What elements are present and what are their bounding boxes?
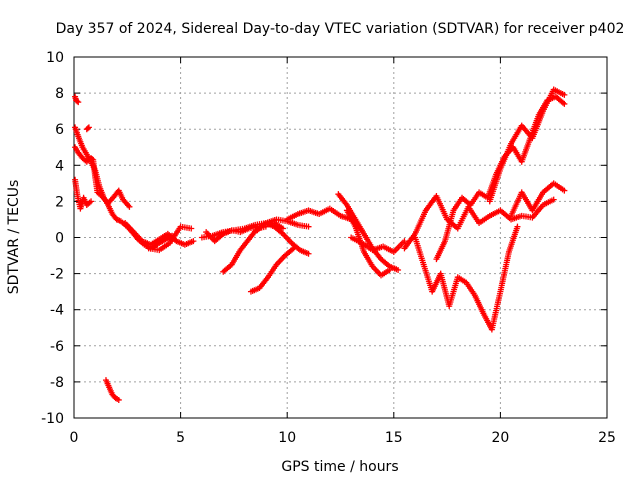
y-tick-label: 8 [55,86,64,102]
data-series-arc-21 [486,86,568,205]
data-marks [72,86,568,403]
data-point [386,266,393,273]
y-tick-label: 2 [55,194,64,210]
data-point [305,223,312,230]
data-point [395,266,402,273]
data-point [74,98,81,105]
data-point [188,225,195,232]
y-tick-label: -8 [50,375,64,391]
x-tick-label: 5 [176,430,185,446]
data-point [88,198,95,205]
data-series-arc-3 [72,144,133,210]
data-point [561,91,568,98]
x-tick-label: 10 [278,430,296,446]
x-tick-label: 0 [70,430,79,446]
y-tick-label: -4 [50,303,64,319]
y-tick-label: 6 [55,122,64,138]
grid [74,57,607,418]
data-point [514,223,521,230]
x-tick-label: 15 [385,430,403,446]
y-tick-label: 10 [46,50,64,66]
data-point [561,100,568,107]
data-point [126,203,133,210]
y-tick-label: -6 [50,339,64,355]
y-tick-label: 4 [55,158,64,174]
data-series-arc-22 [508,180,568,219]
x-axis-label: GPS time / hours [281,459,398,475]
data-series-arc-18 [401,192,557,252]
x-tick-label: 25 [598,430,616,446]
chart-title: Day 357 of 2024, Sidereal Day-to-day VTE… [56,21,625,37]
plot-frame [73,56,608,419]
x-tick-label: 20 [491,430,509,446]
data-series-arc-5 [83,124,92,133]
data-point [89,155,96,162]
data-point [279,225,286,232]
y-axis-label: SDTVAR / TECUs [6,180,22,295]
data-series-arc-12 [254,220,312,257]
data-series-arc-6 [122,220,197,248]
data-series-arc-8 [102,377,122,403]
data-point [305,250,312,257]
data-series-arc-7 [145,223,195,254]
data-point [115,396,122,403]
data-series-arc-4 [72,176,95,212]
y-tick-label: -2 [50,267,64,283]
data-point [190,238,197,245]
data-series-arc-13 [247,245,297,295]
data-series-arc-1 [72,93,82,106]
data-series-arc-19 [412,223,521,333]
data-point [561,187,568,194]
data-point [550,196,557,203]
data-point [401,238,408,245]
data-point [290,245,297,252]
data-series-arc-17 [348,234,408,255]
y-tick-label: 0 [55,231,64,247]
y-tick-label: -10 [41,411,64,427]
data-point [85,124,92,131]
data-point [75,99,82,106]
data-point [84,125,91,132]
